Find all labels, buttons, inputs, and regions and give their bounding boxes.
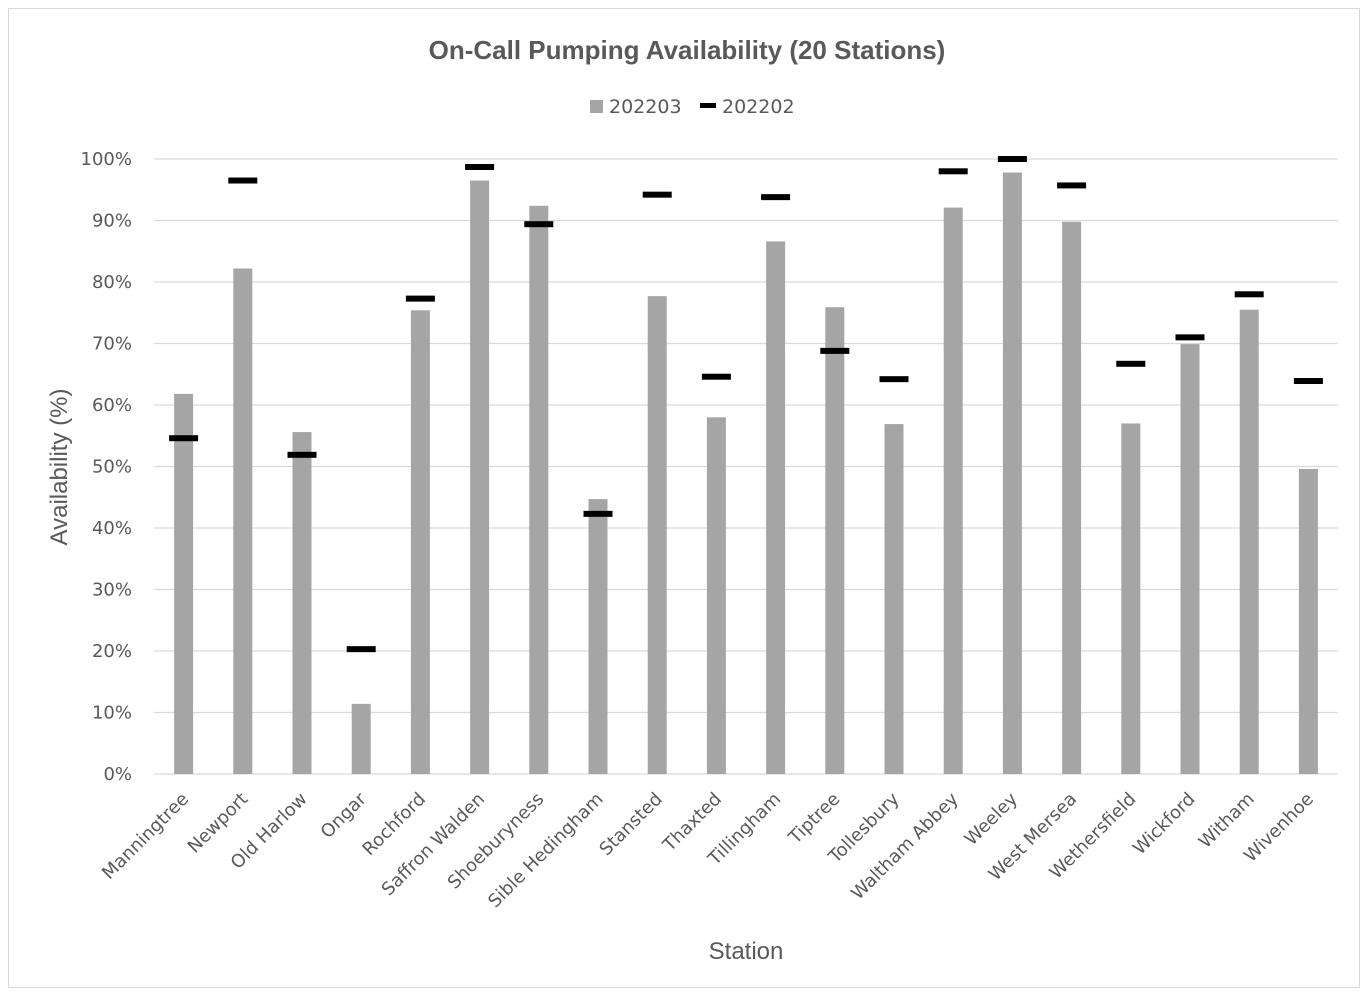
marker (879, 376, 909, 383)
x-tick-label: Saffron Walden (378, 789, 489, 900)
marker (820, 347, 850, 354)
x-tick-label: Sible Hedingham (484, 789, 607, 912)
x-tick-label: Tiptree (784, 789, 844, 849)
y-tick-label: 40% (92, 518, 132, 539)
marker-series (169, 156, 1323, 653)
bar (588, 499, 608, 774)
marker (524, 221, 554, 228)
bar (647, 296, 667, 774)
marker (938, 168, 968, 175)
bar (766, 241, 786, 774)
bar (884, 424, 904, 774)
bar (470, 180, 490, 774)
y-tick-label: 100% (81, 149, 132, 170)
marker (346, 646, 376, 653)
bar (233, 268, 253, 774)
gridlines (154, 158, 1338, 775)
y-axis-title: Availability (%) (46, 389, 73, 546)
x-tick-label: Ongar (317, 788, 371, 842)
y-tick-label: 80% (92, 272, 132, 293)
y-tick-label: 20% (92, 641, 132, 662)
marker (642, 191, 672, 198)
y-tick-label: 90% (92, 211, 132, 232)
bar (1062, 221, 1082, 775)
x-tick-label: Stansted (595, 789, 666, 860)
bar (351, 703, 371, 774)
bar (943, 207, 963, 774)
x-tick-label: Wickford (1129, 789, 1199, 859)
bar (1002, 172, 1022, 774)
chart-title: On-Call Pumping Availability (20 Station… (429, 35, 946, 65)
marker (465, 163, 495, 170)
bar (410, 310, 430, 774)
marker (405, 295, 435, 302)
marker (228, 177, 258, 184)
y-tick-label: 0% (103, 764, 132, 785)
bar-series (174, 172, 1318, 775)
bar (1239, 309, 1259, 774)
marker (1293, 378, 1323, 385)
marker (583, 510, 613, 517)
bar (174, 393, 194, 774)
bar (706, 417, 726, 774)
bar (1298, 468, 1318, 774)
x-tick-label: Waltham Abbey (847, 788, 963, 904)
marker (1234, 291, 1264, 298)
y-tick-label: 30% (92, 580, 132, 601)
x-axis-title: Station (709, 938, 784, 965)
y-tick-label: 70% (92, 334, 132, 355)
marker (761, 194, 791, 201)
bar (292, 432, 312, 774)
legend-swatch-marker (700, 103, 716, 108)
y-tick-label: 10% (92, 703, 132, 724)
marker (169, 435, 199, 442)
y-tick-label: 60% (92, 395, 132, 416)
x-tick-label: Manningtree (98, 789, 193, 884)
marker (1175, 334, 1205, 341)
bar (1121, 423, 1141, 774)
marker (997, 156, 1027, 162)
marker (287, 451, 317, 458)
bar (529, 205, 549, 775)
legend-label: 202202 (722, 96, 795, 118)
legend-label: 202203 (609, 96, 682, 118)
marker (701, 373, 731, 380)
marker (1116, 360, 1146, 367)
bar (825, 307, 845, 774)
legend: 202203 202202 (590, 96, 795, 118)
y-axis-ticks: 0% 10% 20% 30% 40% 50% 60% 70% 80% 90% 100% (81, 149, 132, 785)
marker (1057, 182, 1087, 189)
y-tick-label: 50% (92, 457, 132, 478)
bar (1180, 344, 1200, 774)
legend-swatch-bar (590, 100, 603, 113)
